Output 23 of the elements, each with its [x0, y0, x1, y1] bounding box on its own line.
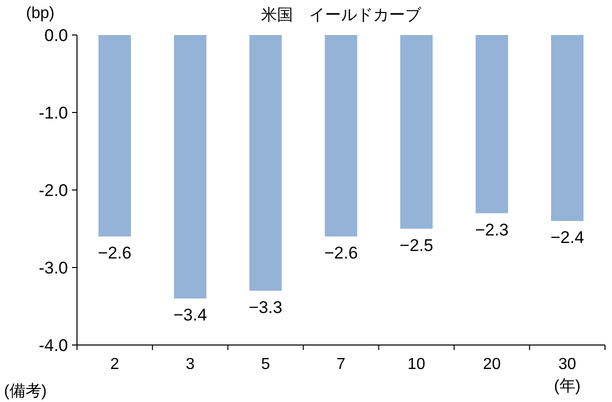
y-tick-label: -2.0	[38, 181, 68, 200]
y-axis-title: (bp)	[26, 5, 54, 22]
data-label: −2.6	[324, 244, 358, 262]
y-tick-label: -4.0	[38, 336, 68, 355]
y-tick-label: -1.0	[38, 104, 68, 122]
x-tick-label: 5	[261, 356, 270, 373]
text: (備考)	[4, 382, 47, 400]
data-label: −3.3	[248, 298, 282, 317]
data-label: −2.4	[550, 228, 584, 247]
x-tick-label: 20	[482, 356, 501, 373]
x-tick-label: 7	[336, 356, 346, 373]
data-label: −2.3	[475, 220, 509, 240]
x-tick-label: 2	[110, 356, 120, 373]
x-tick-label: 10	[408, 356, 426, 373]
y-tick-label: 0.0	[44, 26, 68, 45]
x-axis-title: (年)	[554, 378, 581, 395]
x-tick-label: 30	[558, 356, 576, 373]
x-tick-label: 3	[186, 356, 195, 373]
data-label: −2.6	[98, 244, 132, 262]
chart-title: 米国 イールドカーブ	[261, 6, 422, 24]
y-tick-label: -3.0	[38, 258, 68, 278]
data-label: −2.5	[400, 236, 434, 255]
data-label: −3.4	[173, 306, 207, 324]
